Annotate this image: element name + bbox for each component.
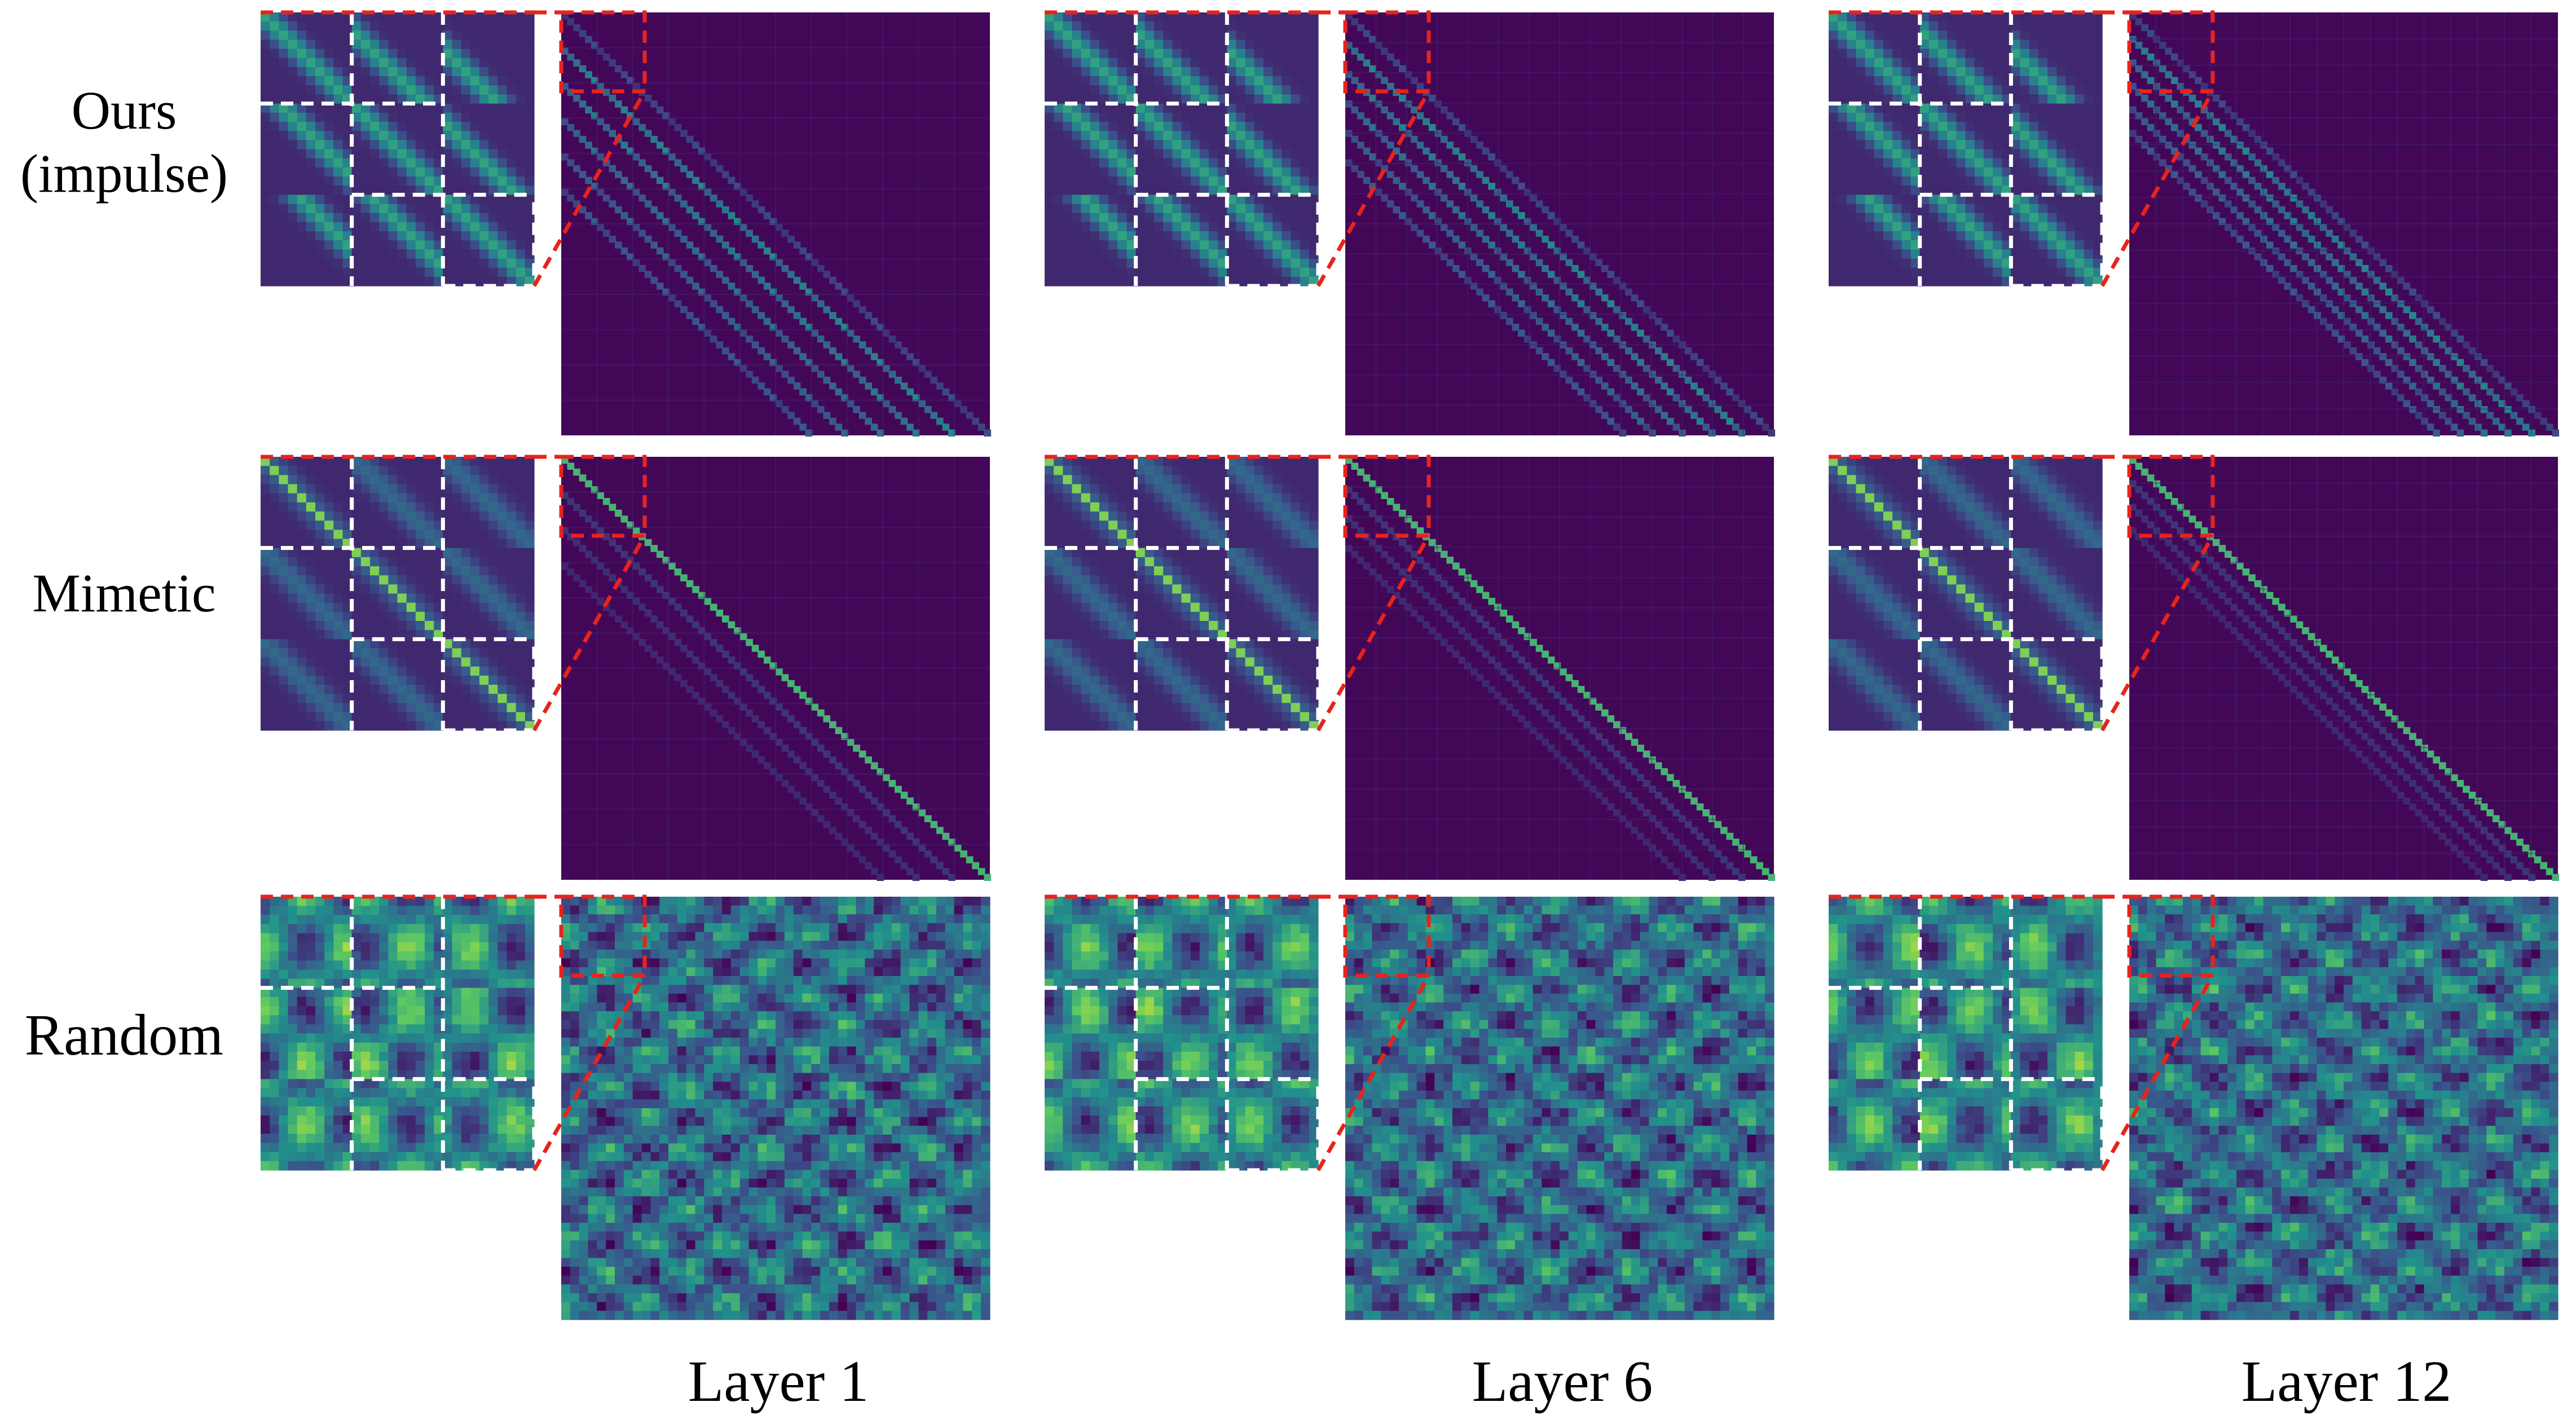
zoom-region-box [1343, 455, 1431, 538]
zoom-inset [1045, 894, 1320, 1172]
zoom-inset [261, 455, 536, 733]
panel-impulse-layer-2 [1045, 10, 1776, 437]
zoom-connector-bottom [1316, 535, 1431, 731]
zoom-inset [261, 894, 536, 1172]
full-attention-map [561, 12, 992, 437]
row-label-random: Random [0, 1004, 248, 1067]
zoom-connector-bottom [1316, 975, 1431, 1171]
full-attention-map [2129, 12, 2560, 437]
panel-impulse-layer-3 [1829, 10, 2560, 437]
full-attention-map [2129, 897, 2559, 1320]
full-attention-map [1345, 457, 1776, 881]
row-label-ours-line1: Ours [71, 80, 177, 140]
zoom-connector-bottom [2100, 535, 2215, 731]
zoom-inset [1045, 455, 1320, 733]
zoom-connector-bottom [1316, 90, 1431, 287]
zoom-inset [1829, 455, 2104, 733]
zoom-inset [1829, 10, 2104, 288]
zoom-region-box [559, 10, 647, 94]
zoom-region-box [1343, 10, 1431, 94]
zoom-connector-bottom [2100, 975, 2215, 1171]
panel-impulse-layer-1 [261, 10, 992, 437]
zoom-inset [1045, 10, 1320, 288]
zoom-region-box [2127, 894, 2215, 978]
row-label-ours: Ours (impulse) [0, 79, 248, 205]
column-label-layer-1: Layer 1 [688, 1349, 869, 1414]
full-attention-map [561, 897, 990, 1320]
zoom-region-box [2127, 10, 2215, 94]
panel-random-layer-2 [1045, 894, 1774, 1320]
panel-mimetic-layer-1 [261, 455, 992, 881]
column-label-layer-6: Layer 6 [1472, 1349, 1653, 1414]
panel-random-layer-1 [261, 894, 990, 1320]
zoom-region-box [559, 894, 647, 978]
row-label-ours-line2: (impulse) [20, 143, 228, 204]
full-attention-map [561, 457, 992, 881]
row-label-mimetic: Mimetic [0, 562, 248, 625]
panel-mimetic-layer-2 [1045, 455, 1776, 881]
zoom-connector-bottom [532, 975, 647, 1171]
zoom-region-box [559, 455, 647, 538]
full-attention-map [2129, 457, 2560, 881]
zoom-region-box [1343, 894, 1431, 978]
column-label-layer-12: Layer 12 [2241, 1349, 2452, 1414]
full-attention-map [1345, 12, 1776, 437]
zoom-connector-bottom [532, 90, 647, 287]
zoom-region-box [2127, 455, 2215, 538]
panel-random-layer-3 [1829, 894, 2559, 1320]
full-attention-map [1345, 897, 1774, 1320]
zoom-inset [1829, 894, 2104, 1172]
zoom-connector-bottom [2100, 90, 2215, 287]
row-label-mimetic-line1: Mimetic [32, 563, 216, 623]
panel-mimetic-layer-3 [1829, 455, 2560, 881]
zoom-connector-bottom [532, 535, 647, 731]
row-label-random-line1: Random [24, 1003, 224, 1068]
zoom-inset [261, 10, 536, 288]
